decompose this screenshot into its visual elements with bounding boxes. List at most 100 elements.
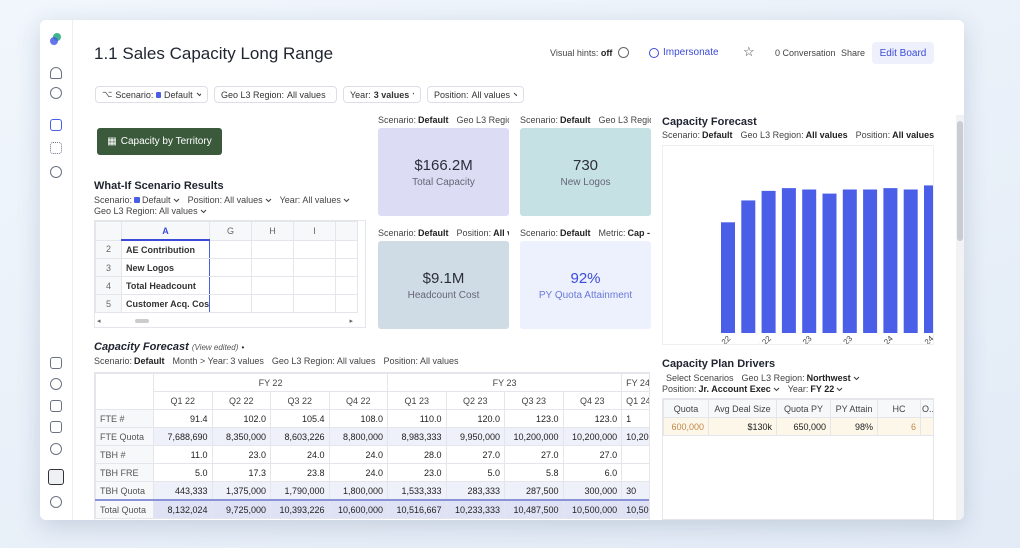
filter-label[interactable]: Scenario: bbox=[94, 195, 133, 205]
apps-icon[interactable] bbox=[50, 142, 62, 154]
filter-value[interactable]: All values bbox=[302, 195, 341, 205]
filter-label[interactable]: Geo L3 Region bbox=[598, 115, 651, 125]
territory-button[interactable]: ▦ Capacity by Territory bbox=[97, 128, 222, 155]
filter-value[interactable]: All values bbox=[471, 89, 511, 100]
filter[interactable]: Metric:Cap - C bbox=[599, 228, 651, 238]
filter-value[interactable]: FY 22 bbox=[810, 384, 835, 394]
filter-label[interactable]: Geo L3 Region: bbox=[271, 356, 335, 366]
history-icon[interactable] bbox=[50, 378, 62, 390]
filter-label[interactable]: Position: bbox=[434, 89, 469, 100]
chevron[interactable] bbox=[773, 387, 780, 392]
filter[interactable]: Position: All values bbox=[383, 356, 458, 366]
filter-chip[interactable]: ⌥ Scenario: Default bbox=[95, 86, 208, 103]
formula-icon[interactable] bbox=[48, 469, 64, 485]
search-icon[interactable] bbox=[50, 87, 62, 99]
filter[interactable]: Geo L3 Region bbox=[457, 115, 509, 125]
board-icon[interactable] bbox=[50, 119, 62, 131]
button-label[interactable]: Capacity by Territory bbox=[120, 136, 212, 147]
filter[interactable]: Select Scenarios bbox=[666, 373, 734, 383]
chevron[interactable] bbox=[412, 92, 414, 97]
filter-label[interactable]: Scenario: bbox=[520, 228, 559, 238]
filter-label[interactable]: Scenario: bbox=[115, 89, 154, 100]
filter-value[interactable]: All values bbox=[336, 356, 376, 366]
upload-icon[interactable] bbox=[50, 357, 62, 369]
filter-value[interactable]: Default bbox=[560, 228, 591, 238]
filter-label[interactable]: Geo L3 Region: bbox=[740, 130, 804, 140]
filter[interactable]: Scenario: Default bbox=[94, 356, 165, 366]
bolt-icon[interactable] bbox=[50, 421, 62, 433]
filter[interactable]: Year: FY 22 bbox=[788, 384, 844, 394]
filter[interactable]: Scenario: Default bbox=[520, 228, 591, 238]
filter[interactable]: Scenario: Default bbox=[378, 115, 449, 125]
filter[interactable]: Geo L3 Region bbox=[599, 115, 651, 125]
filter[interactable]: Position: All values bbox=[188, 195, 272, 205]
impersonate-icon[interactable] bbox=[649, 48, 659, 58]
filter-value[interactable]: 3 values bbox=[373, 89, 410, 100]
scrollbar[interactable] bbox=[956, 115, 964, 520]
filter-value[interactable]: Default bbox=[418, 228, 449, 238]
chevron[interactable] bbox=[343, 198, 350, 203]
conversation[interactable]: 0 Conversation bbox=[775, 48, 836, 58]
filter-value[interactable]: All values bbox=[419, 356, 459, 366]
filter-label[interactable]: Scenario: bbox=[520, 115, 559, 125]
chevron[interactable] bbox=[200, 209, 207, 214]
filter-value[interactable]: All values bbox=[805, 130, 848, 140]
filter-value[interactable]: Default bbox=[142, 195, 171, 205]
filter-label[interactable]: Year: bbox=[787, 384, 809, 394]
filter[interactable]: Geo L3 Region: All values bbox=[94, 206, 207, 216]
bell-icon[interactable] bbox=[50, 67, 62, 79]
impersonate[interactable]: Impersonate bbox=[663, 47, 719, 58]
chevron[interactable] bbox=[513, 92, 517, 97]
branch-icon[interactable] bbox=[50, 400, 62, 412]
chevron[interactable] bbox=[853, 376, 860, 381]
filter[interactable]: Year: All values bbox=[280, 195, 350, 205]
hints-value[interactable]: off bbox=[600, 48, 613, 58]
filter-value[interactable]: Default bbox=[164, 89, 193, 100]
filter-label[interactable]: Geo L3 Region: bbox=[221, 89, 285, 100]
filter-value[interactable]: Northwest bbox=[806, 373, 851, 383]
chevron[interactable] bbox=[196, 92, 201, 97]
info-icon[interactable] bbox=[618, 47, 629, 58]
filter-value[interactable]: Default bbox=[134, 356, 165, 366]
filter-value[interactable]: All values bbox=[224, 195, 263, 205]
chevron[interactable] bbox=[173, 198, 180, 203]
filter-chip[interactable]: Position: All values bbox=[427, 86, 524, 103]
filter-value[interactable]: All values bbox=[892, 130, 934, 140]
chevron[interactable] bbox=[329, 92, 330, 97]
filter[interactable]: Month > Year: 3 values bbox=[173, 356, 264, 366]
filter-value[interactable]: Default bbox=[560, 115, 591, 125]
filter[interactable]: Geo L3 Region: All values bbox=[741, 130, 848, 140]
star-icon[interactable]: ☆ bbox=[743, 44, 755, 59]
filter[interactable]: Position:All val bbox=[457, 228, 509, 238]
filter-label[interactable]: Position: bbox=[383, 356, 418, 366]
filter-label[interactable]: Year: bbox=[279, 195, 301, 205]
filter-value[interactable]: Default bbox=[418, 115, 449, 125]
filter-value[interactable]: Cap - C bbox=[627, 228, 651, 238]
filter[interactable]: Position: Jr. Account Exec bbox=[662, 384, 780, 394]
filter-label[interactable]: Position: bbox=[662, 384, 697, 394]
chevron[interactable] bbox=[265, 198, 272, 203]
filter-label[interactable]: Year: bbox=[350, 89, 371, 100]
filter-value[interactable]: Default bbox=[702, 130, 733, 140]
filter[interactable]: Scenario: Default bbox=[520, 115, 591, 125]
filter-value[interactable]: Jr. Account Exec bbox=[698, 384, 771, 394]
filter-label[interactable]: Position: bbox=[456, 228, 492, 238]
filter[interactable]: Geo L3 Region: All values bbox=[272, 356, 376, 366]
filter[interactable]: Scenario: Default bbox=[662, 130, 733, 140]
filter-label[interactable]: Geo L3 Region: bbox=[94, 206, 158, 216]
filter-chip[interactable]: Geo L3 Region: All values bbox=[214, 86, 337, 103]
filter[interactable]: Position: All values bbox=[856, 130, 934, 140]
filter[interactable]: Scenario: Default bbox=[378, 228, 449, 238]
scroll-thumb[interactable] bbox=[957, 121, 963, 241]
filter-chip[interactable]: Year: 3 values bbox=[343, 86, 421, 103]
filter-label[interactable]: Scenario: bbox=[378, 115, 417, 125]
filter-label[interactable]: Scenario: bbox=[378, 228, 417, 238]
filter-label[interactable]: Geo L3 Region bbox=[456, 115, 509, 125]
filter-value[interactable]: All values bbox=[159, 206, 198, 216]
chevron[interactable] bbox=[836, 387, 843, 392]
help-icon[interactable] bbox=[50, 496, 62, 508]
filter-label[interactable]: Metric: bbox=[598, 228, 626, 238]
settings-icon[interactable] bbox=[50, 443, 62, 455]
network-icon[interactable] bbox=[50, 166, 62, 178]
filter-value[interactable]: All val bbox=[493, 228, 509, 238]
